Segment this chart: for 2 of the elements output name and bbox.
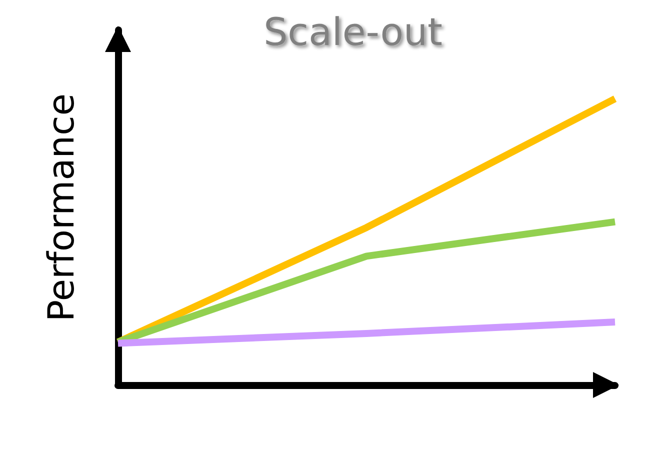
- y-axis-title: Performance: [42, 93, 82, 322]
- chart-title: Scale-out: [264, 10, 442, 54]
